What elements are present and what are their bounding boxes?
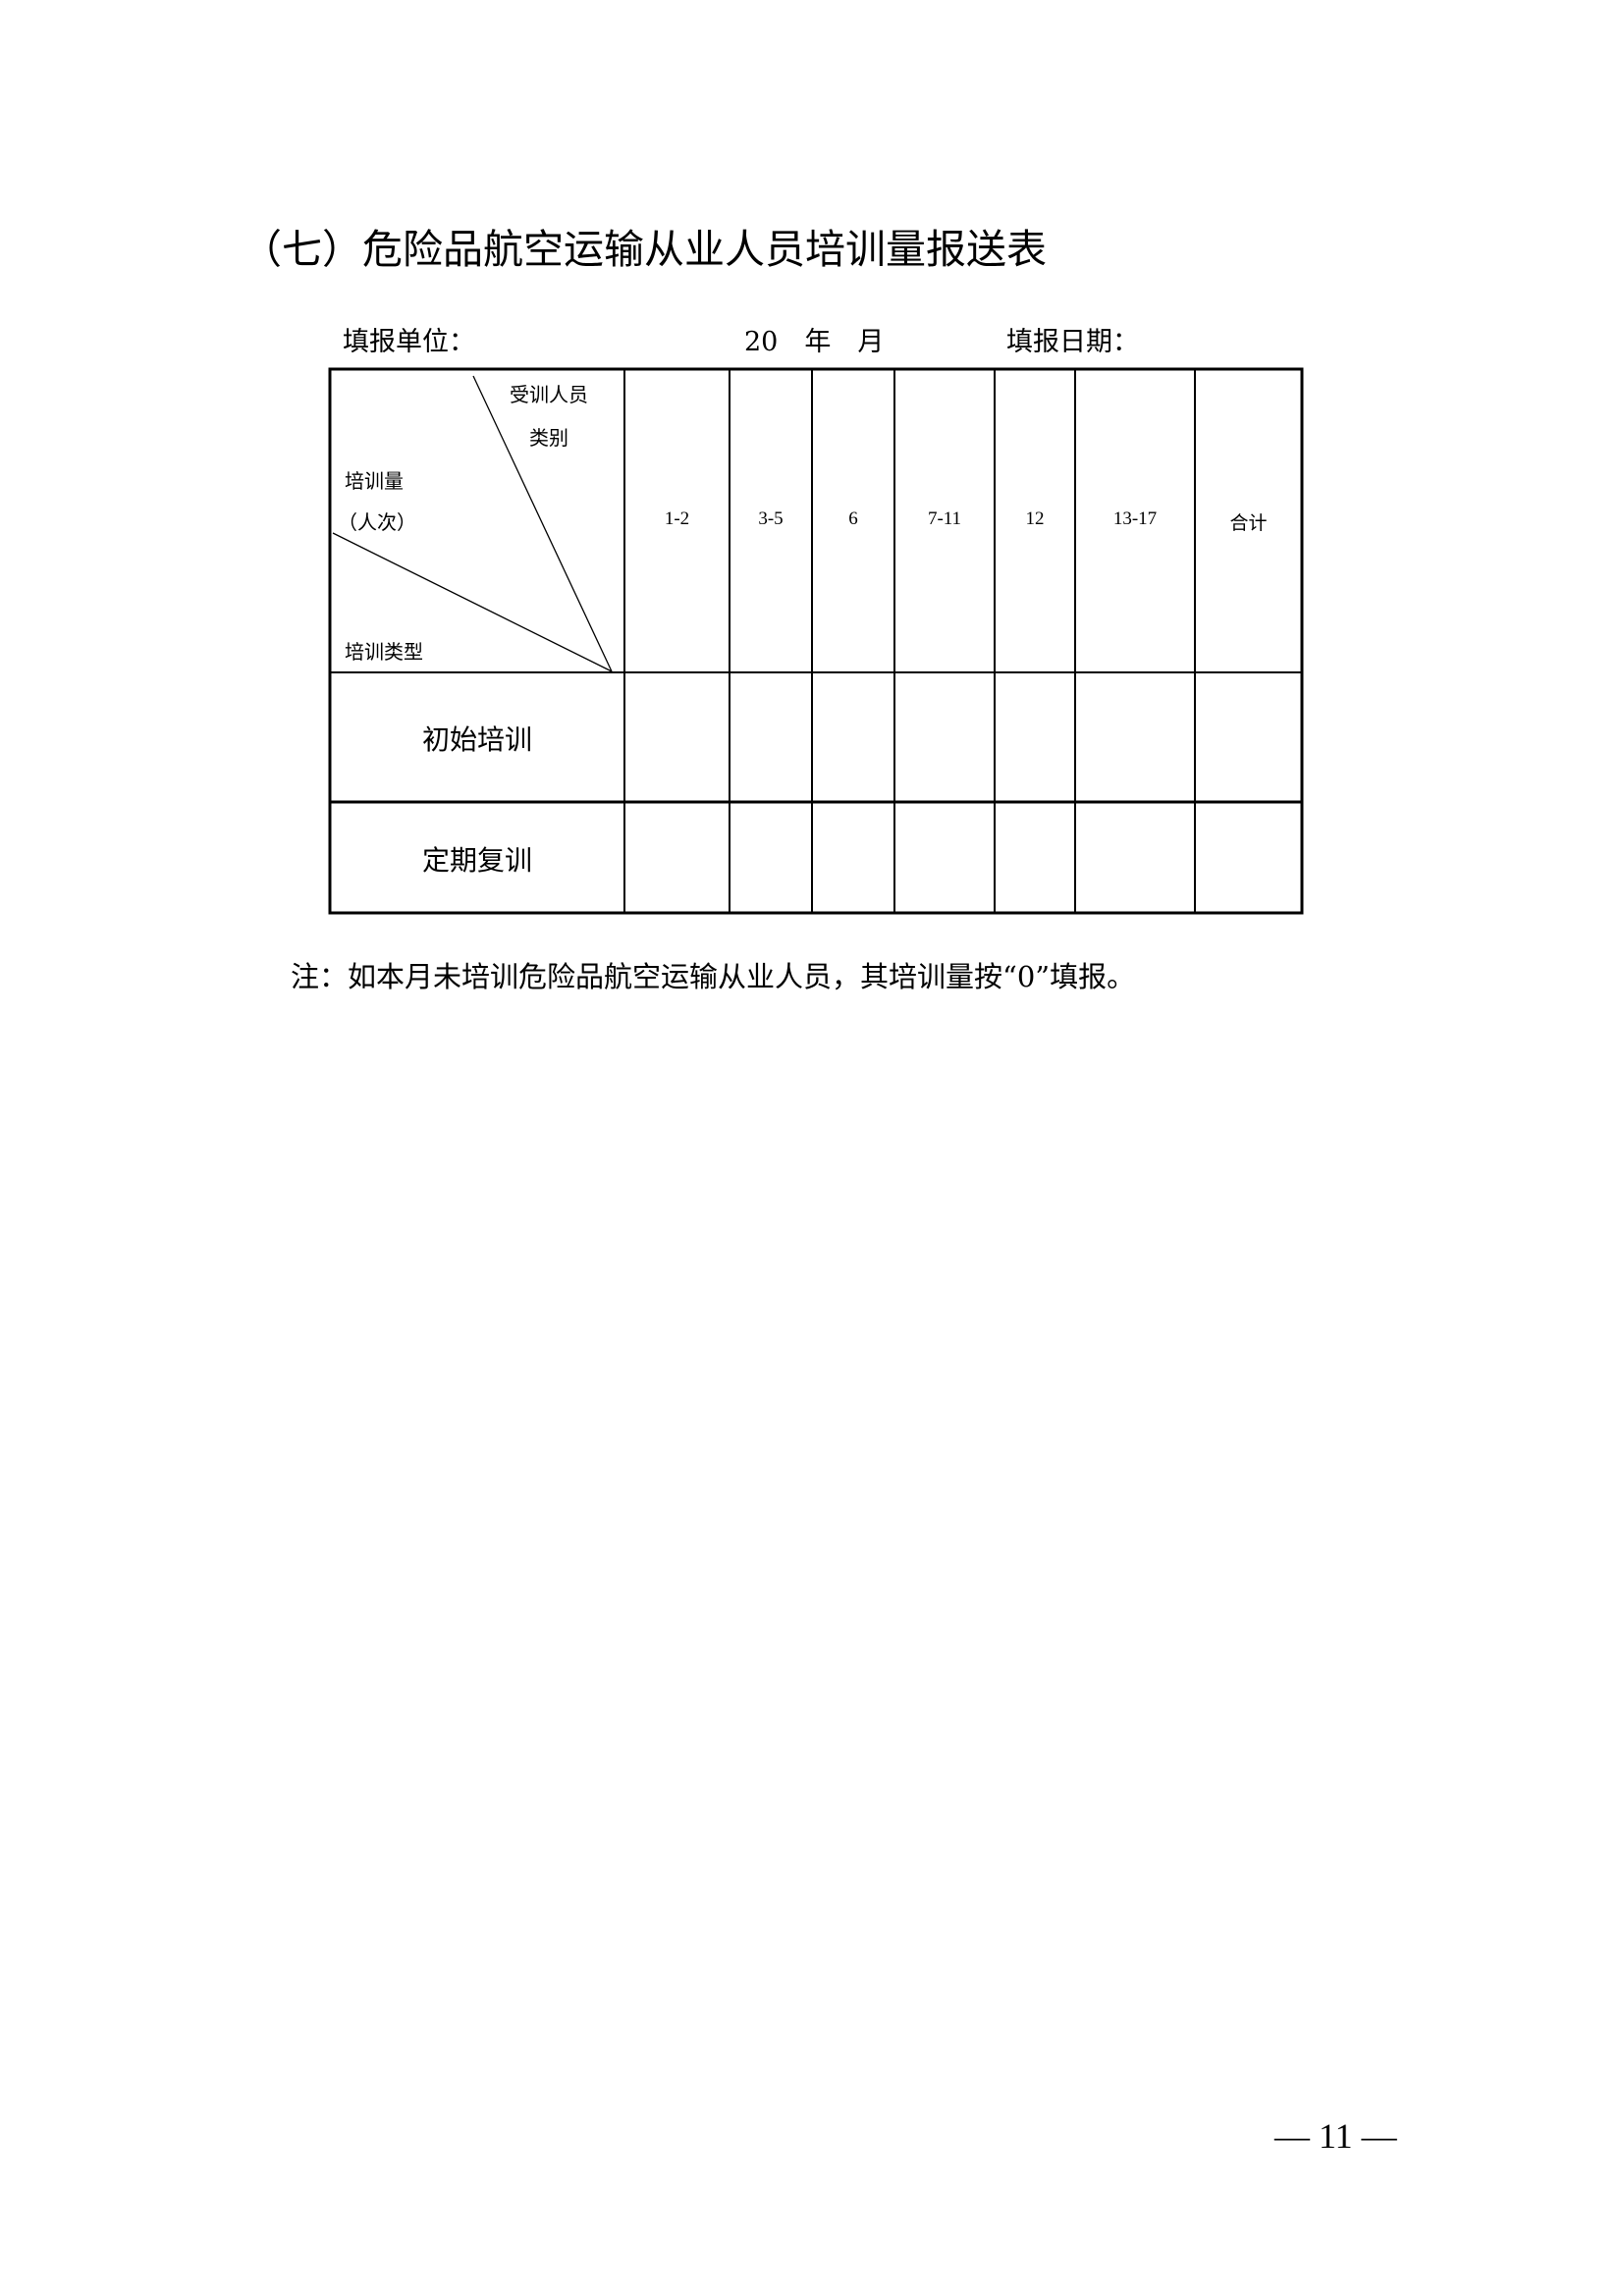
- table-border: [328, 367, 1304, 915]
- corner-diagonal-upper: [472, 375, 613, 672]
- page-number: — 11 —: [1274, 2116, 1397, 2156]
- row-label-recurrent-training: 定期复训: [421, 844, 532, 877]
- corner-label-trainee-category-1: 受训人员: [510, 383, 588, 406]
- corner-label-training-type: 培训类型: [345, 640, 423, 664]
- corner-diagonal-lower: [332, 532, 613, 672]
- corner-label-training-volume-1: 培训量: [345, 469, 404, 493]
- column-header: 1-2: [664, 508, 690, 529]
- page-title: （七）危险品航空运输从业人员培训量报送表: [242, 226, 1047, 273]
- corner-label-training-volume-2: （人次）: [338, 510, 416, 534]
- column-header: 3-5: [758, 508, 784, 529]
- reporting-date-label: 填报日期：: [1006, 327, 1139, 357]
- column-header: 6: [848, 508, 858, 529]
- footnote: 注：如本月未培训危险品航空运输从业人员，其培训量按“0”填报。: [291, 960, 1136, 993]
- column-header: 13-17: [1112, 508, 1158, 529]
- column-header: 12: [1025, 508, 1045, 529]
- reporting-unit-label: 填报单位：: [343, 327, 475, 357]
- row-label-initial-training: 初始培训: [421, 723, 532, 756]
- column-header: 7-11: [927, 508, 962, 529]
- reporting-period: 20 年 月: [744, 327, 885, 357]
- training-report-table: [328, 367, 1304, 915]
- corner-label-trainee-category-2: 类别: [529, 426, 568, 450]
- column-header: 合计: [1229, 513, 1268, 534]
